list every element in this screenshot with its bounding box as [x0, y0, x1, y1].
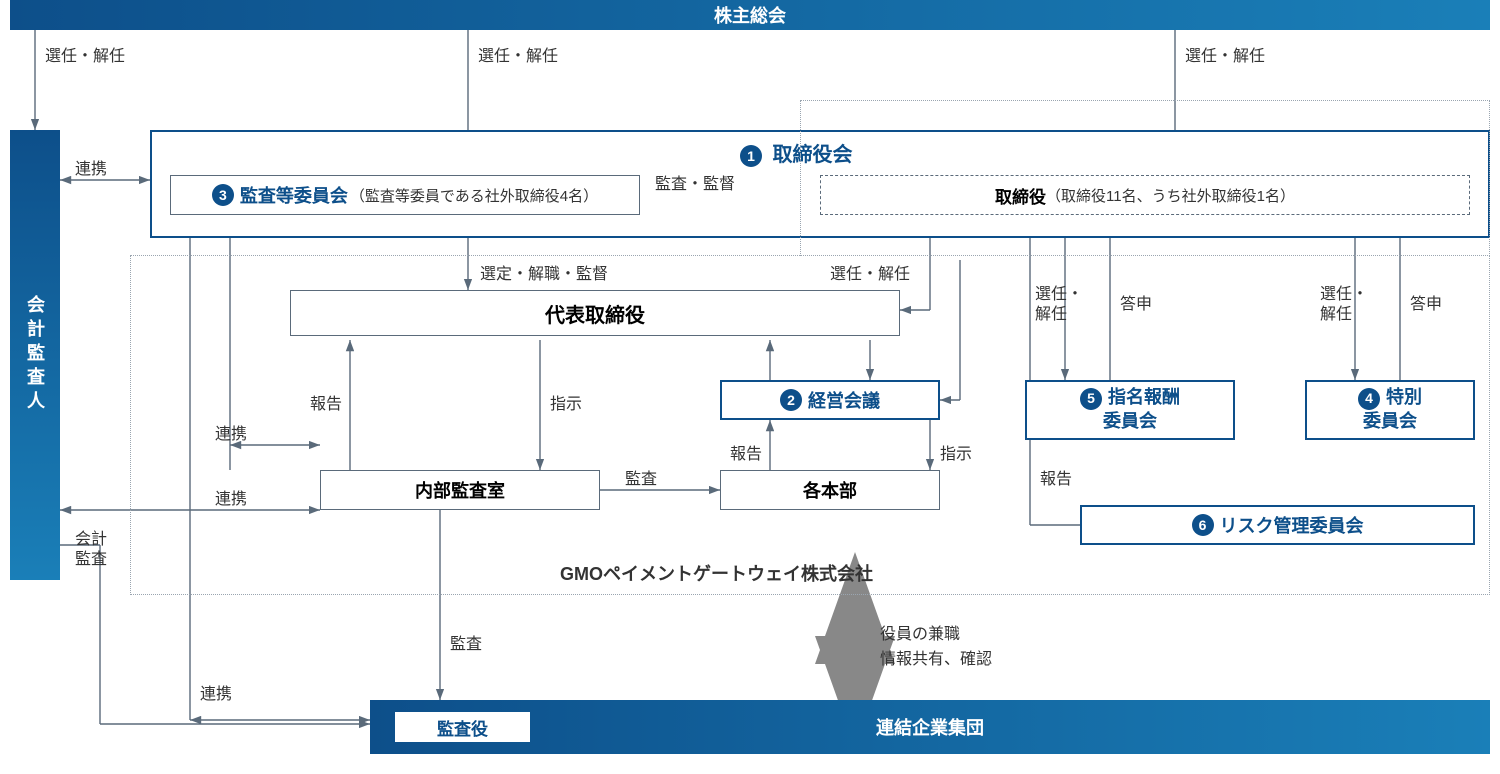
lbl-coop-3: 連携: [215, 485, 247, 509]
lbl-off-2: 情報共有、確認: [880, 645, 992, 669]
l2: 委員会: [1103, 410, 1157, 433]
label-sub: （監査等委員である社外取締役4名）: [350, 185, 598, 206]
node-risk: 6 リスク管理委員会: [1080, 505, 1475, 545]
lbl-instruct-1: 指示: [550, 390, 582, 414]
lbl-coop-2: 連携: [215, 420, 247, 444]
lbl-report-2: 報告: [730, 440, 762, 464]
label: 連結企業集団: [876, 714, 984, 740]
lbl-coop-4: 連携: [200, 680, 232, 704]
lbl-appoint-3: 選任・解任: [1185, 42, 1265, 66]
node-nom-comp: 5 指名報酬 委員会: [1025, 380, 1235, 440]
node-divisions: 各本部: [720, 470, 940, 510]
l1: 特別: [1386, 387, 1422, 407]
lbl-report-1: 報告: [310, 390, 342, 414]
label: 各本部: [803, 477, 857, 503]
node-special: 4 特別 委員会: [1305, 380, 1475, 440]
node-audit-committee: 3 監査等委員会 （監査等委員である社外取締役4名）: [170, 175, 640, 215]
badge-6: 6: [1192, 514, 1214, 536]
company-name: GMOペイメントゲートウェイ株式会社: [560, 560, 873, 586]
lbl-coop-1: 連携: [75, 155, 107, 179]
badge-1: 1: [740, 145, 762, 167]
scope-ext: [800, 100, 1490, 256]
lbl-appoint-4: 選任・解任: [830, 260, 910, 284]
node-auditor-sub: 監査役: [395, 712, 530, 742]
badge-5: 5: [1080, 388, 1102, 410]
label: 内部監査室: [415, 477, 505, 503]
node-shareholders: 株主総会: [10, 0, 1490, 30]
label: 会計監査人: [22, 295, 48, 415]
lbl-sel-dis-sup: 選定・解職・監督: [480, 260, 608, 284]
node-internal-audit: 内部監査室: [320, 470, 600, 510]
lbl-report-3: 報告: [1040, 465, 1072, 489]
lbl-instruct-2: 指示: [940, 440, 972, 464]
label-main: 監査等委員会: [240, 182, 348, 208]
lbl-ans-1: 答申: [1120, 290, 1152, 314]
lbl-audit-sup: 監査・監督: [655, 170, 735, 194]
label: リスク管理委員会: [1220, 512, 1364, 538]
lbl-ans-2: 答申: [1410, 290, 1442, 314]
l2: 委員会: [1363, 410, 1417, 433]
label: 監査役: [437, 715, 488, 740]
lbl-off-1: 役員の兼職: [880, 620, 960, 644]
node-group: 連結企業集団: [370, 700, 1490, 754]
lbl-appoint-2: 選任・解任: [478, 42, 558, 66]
l1: 指名報酬: [1108, 387, 1180, 407]
lbl-ap-l2a: 解任: [1035, 300, 1067, 324]
lbl-ap-l2b: 解任: [1320, 300, 1352, 324]
node-mgmt-meeting: 2 経営会議: [720, 380, 940, 420]
lbl-acct-2: 監査: [75, 545, 107, 569]
lbl-audit-2: 監査: [450, 630, 482, 654]
node-external-auditor: 会計監査人: [10, 130, 60, 580]
lbl-appoint-1: 選任・解任: [45, 42, 125, 66]
badge-2: 2: [780, 389, 802, 411]
label: 株主総会: [714, 2, 786, 28]
node-rep-director: 代表取締役: [290, 290, 900, 336]
label: 代表取締役: [545, 299, 645, 328]
badge-4: 4: [1358, 388, 1380, 410]
governance-diagram: 株主総会 会計監査人 1 取締役会 3 監査等委員会 （監査等委員である社外取締…: [0, 0, 1500, 774]
lbl-audit-1: 監査: [625, 465, 657, 489]
label: 経営会議: [808, 387, 880, 413]
badge-3: 3: [212, 184, 234, 206]
